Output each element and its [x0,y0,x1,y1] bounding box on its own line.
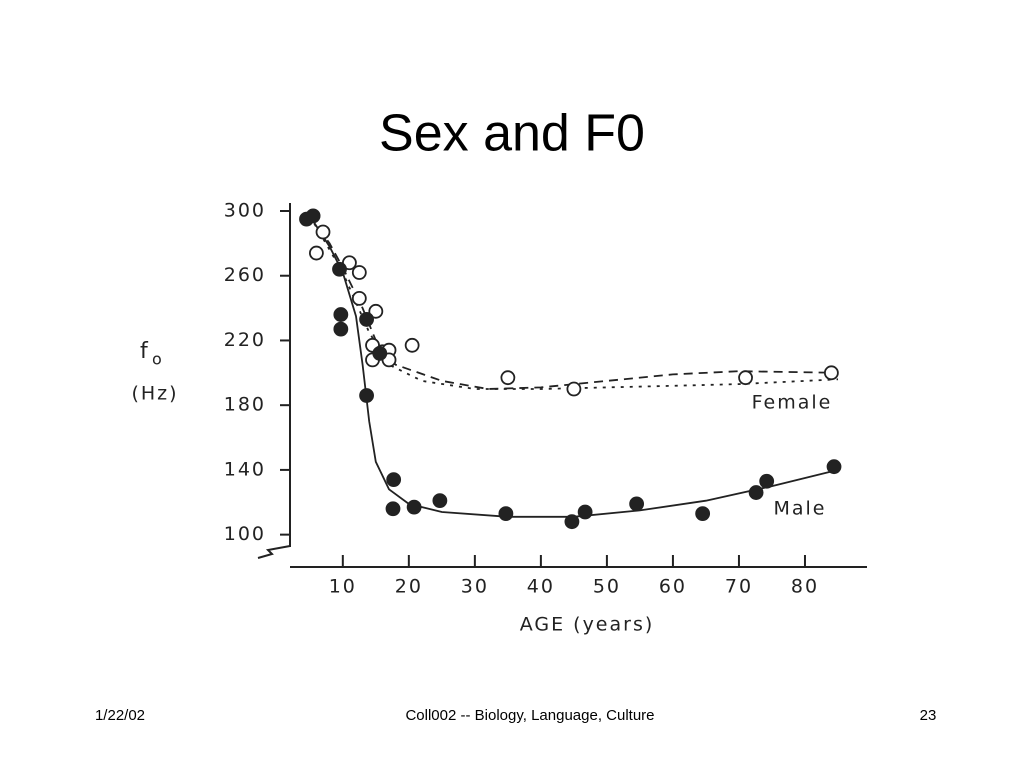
male-point [359,388,374,403]
y-tick-label: 260 [224,264,266,286]
female-point [309,245,324,261]
male-point [577,504,593,520]
male-point [333,307,349,322]
y-axis-unit: (Hz) [131,383,178,405]
female-point [368,303,384,319]
male-point [695,506,711,521]
footer-date: 1/22/02 [95,707,145,724]
series-label: Male [773,498,826,520]
female-point [823,365,839,381]
footer-course: Coll002 -- Biology, Language, Culture [405,707,654,724]
x-axis-label: AGE (years) [520,614,655,636]
y-tick-label: 180 [224,394,266,416]
y-axis-label-sub: o [152,350,164,369]
x-tick-label: 20 [395,576,423,598]
male-point [406,499,422,515]
male-point [386,472,402,488]
female-point [351,290,367,306]
fit-curve [309,215,839,518]
fit-curve [309,215,839,390]
x-tick-label: 30 [461,576,489,598]
male-point [333,321,349,337]
male-point [385,501,401,517]
male-point [372,345,388,361]
axis-break [257,545,291,559]
female-point [315,224,331,240]
male-point [826,459,842,475]
male-point [305,208,321,224]
male-point [498,506,514,521]
x-tick-label: 80 [791,576,819,598]
x-tick-label: 10 [329,576,357,598]
female-point [566,381,582,397]
female-point [738,370,753,386]
female-point [500,370,516,386]
male-point [748,485,764,500]
female-point [404,337,420,353]
male-point [564,514,580,530]
male-point [629,496,645,512]
series-label: Female [752,392,833,414]
female-point [351,265,367,280]
y-tick-label: 100 [224,523,266,545]
slide-title: Sex and F0 [379,105,645,163]
x-tick-label: 70 [725,576,753,598]
male-point [759,473,775,489]
x-tick-label: 50 [593,576,621,598]
y-axis-label: f [140,339,150,364]
male-point [432,493,448,509]
y-tick-label: 220 [224,329,266,351]
y-tick-label: 140 [224,458,266,480]
male-point [332,261,347,277]
x-tick-label: 60 [659,576,687,598]
y-tick-label: 300 [224,200,266,222]
footer-page: 23 [920,707,937,724]
male-point [359,312,374,327]
x-tick-label: 40 [527,576,555,598]
